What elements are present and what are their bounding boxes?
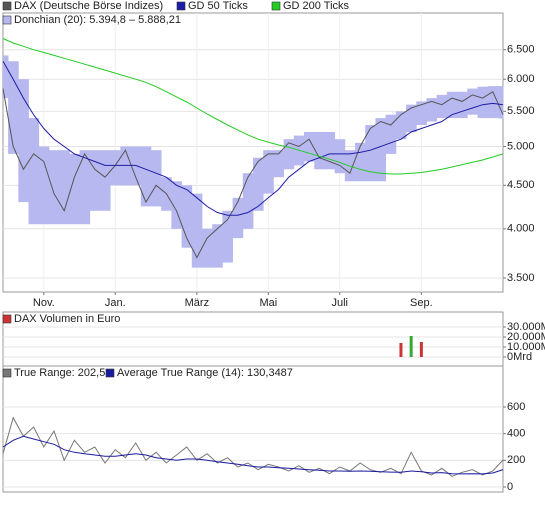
band-segment bbox=[191, 193, 203, 268]
volume-bar bbox=[419, 342, 423, 357]
x-tick-label: Jan. bbox=[105, 297, 126, 309]
y-tick-label: 3.500 bbox=[507, 272, 535, 284]
band-segment bbox=[324, 132, 336, 170]
volume-bar bbox=[409, 336, 413, 357]
band-segment bbox=[28, 118, 40, 225]
y-tick-label: 30.000M bbox=[507, 321, 545, 333]
volume-bar bbox=[399, 343, 403, 357]
y-tick-label: 400 bbox=[507, 428, 525, 440]
band-segment bbox=[273, 150, 285, 178]
band-segment bbox=[89, 150, 101, 211]
y-tick-label: 600 bbox=[507, 401, 525, 413]
x-tick-label: Juli bbox=[331, 297, 348, 309]
band-segment bbox=[120, 146, 131, 186]
y-tick-label: 5.500 bbox=[507, 105, 535, 117]
band-segment bbox=[457, 91, 468, 119]
band-segment bbox=[304, 132, 315, 162]
legend-label: GD 50 Ticks bbox=[188, 0, 248, 12]
series-line bbox=[2, 38, 504, 175]
band-segment bbox=[181, 185, 193, 248]
panel-frame bbox=[2, 365, 504, 493]
band-segment bbox=[263, 150, 274, 194]
band-segment bbox=[18, 79, 29, 203]
band-segment bbox=[426, 98, 438, 122]
legend-swatch bbox=[2, 314, 12, 324]
band-segment bbox=[140, 146, 152, 207]
legend-label: Donchian (20): 5.394,8 – 5.888,21 bbox=[14, 14, 181, 26]
legend-swatch bbox=[105, 368, 115, 378]
y-tick-label: 0Mrd bbox=[507, 351, 532, 363]
band-segment bbox=[110, 150, 121, 186]
legend-label: Average True Range (14): 130,3487 bbox=[117, 367, 293, 379]
band-segment bbox=[222, 210, 233, 263]
band-segment bbox=[232, 197, 244, 239]
band-segment bbox=[497, 86, 504, 119]
band-segment bbox=[375, 118, 387, 182]
panel-frame bbox=[2, 12, 504, 293]
y-tick-label: 5.000 bbox=[507, 140, 535, 152]
band-segment bbox=[201, 228, 213, 268]
legend-swatch bbox=[2, 1, 12, 11]
band-segment bbox=[416, 101, 427, 125]
y-tick-label: 10.000M bbox=[507, 341, 545, 353]
band-segment bbox=[395, 111, 407, 140]
legend-label: GD 200 Ticks bbox=[283, 0, 350, 12]
band-segment bbox=[467, 88, 478, 115]
band-segment bbox=[344, 150, 356, 182]
band-segment bbox=[171, 181, 182, 229]
y-tick-label: 6.500 bbox=[507, 44, 535, 56]
series-line bbox=[2, 435, 504, 475]
band-segment bbox=[477, 86, 489, 119]
legend-swatch bbox=[2, 15, 12, 25]
band-segment bbox=[79, 150, 91, 225]
band-segment bbox=[8, 61, 19, 154]
legend-swatch bbox=[176, 1, 186, 11]
band-segment bbox=[436, 94, 448, 119]
legend-label: DAX Volumen in Euro bbox=[14, 313, 120, 325]
band-segment bbox=[99, 150, 111, 211]
band-segment bbox=[406, 104, 417, 133]
legend-label: DAX (Deutsche Börse Indizes) bbox=[14, 0, 163, 12]
y-tick-label: 200 bbox=[507, 454, 525, 466]
band-segment bbox=[283, 139, 295, 170]
band-segment bbox=[38, 146, 50, 225]
band-segment bbox=[365, 124, 376, 182]
band-segment bbox=[385, 114, 397, 154]
x-tick-label: Sep. bbox=[410, 297, 433, 309]
band-segment bbox=[59, 150, 70, 225]
band-segment bbox=[487, 86, 499, 119]
series-line bbox=[2, 88, 504, 259]
y-tick-label: 4.500 bbox=[507, 179, 535, 191]
band-segment bbox=[334, 139, 346, 174]
x-tick-label: März bbox=[185, 297, 209, 309]
band-segment bbox=[253, 157, 264, 211]
band-segment bbox=[69, 153, 80, 225]
y-tick-label: 4.000 bbox=[507, 223, 535, 235]
y-tick-label: 20.000M bbox=[507, 331, 545, 343]
x-tick-label: Nov. bbox=[33, 297, 55, 309]
band-segment bbox=[3, 55, 9, 99]
band-segment bbox=[242, 173, 254, 229]
y-tick-label: 6.000 bbox=[507, 73, 535, 85]
series-line bbox=[2, 60, 504, 216]
band-segment bbox=[48, 150, 60, 225]
x-tick-label: Mai bbox=[259, 297, 277, 309]
band-segment bbox=[212, 224, 223, 268]
y-tick-label: 0 bbox=[507, 481, 513, 493]
band-segment bbox=[446, 91, 458, 119]
legend-swatch bbox=[2, 368, 12, 378]
band-segment bbox=[314, 132, 325, 170]
legend-label: True Range: 202,5 bbox=[14, 367, 105, 379]
band-segment bbox=[150, 150, 162, 207]
band-segment bbox=[355, 142, 366, 182]
legend-swatch bbox=[271, 1, 281, 11]
